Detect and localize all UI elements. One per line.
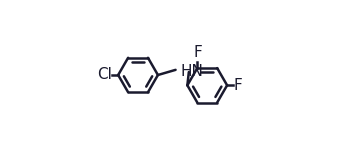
Text: Cl: Cl <box>97 68 112 82</box>
Text: F: F <box>234 78 243 93</box>
Text: F: F <box>194 45 202 60</box>
Text: HN: HN <box>180 64 203 79</box>
